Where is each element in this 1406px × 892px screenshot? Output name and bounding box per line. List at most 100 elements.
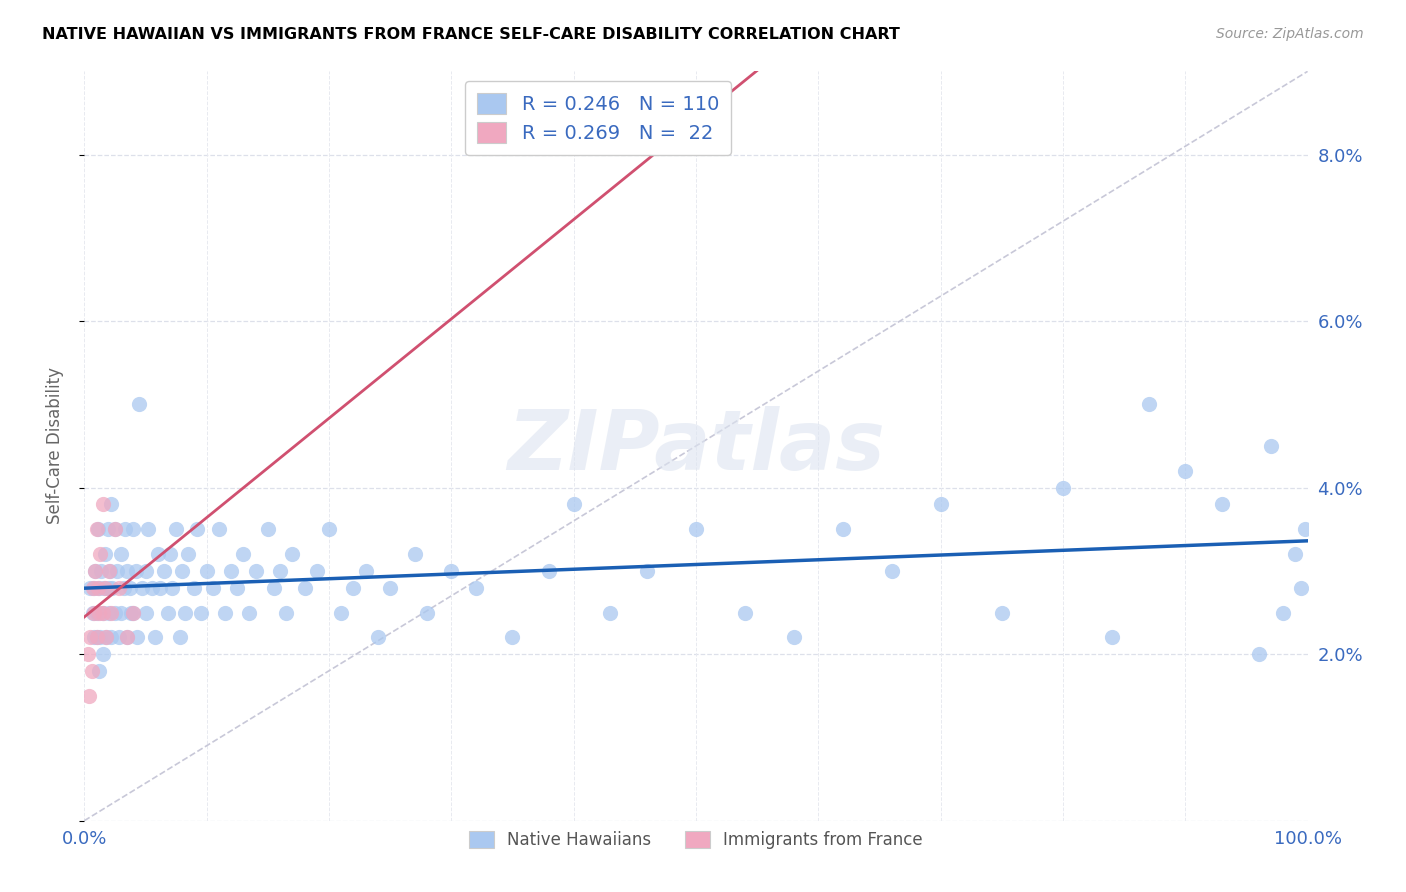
Point [136, 522, 159, 536]
Point [257, 522, 280, 536]
Point [1052, 481, 1074, 495]
Point [146, 547, 169, 561]
Point [159, 547, 181, 561]
Point [685, 522, 707, 536]
Point [1291, 581, 1313, 595]
Point [190, 606, 212, 620]
Point [276, 606, 298, 620]
Point [305, 564, 328, 578]
Point [464, 581, 486, 595]
Point [86, 631, 108, 645]
Point [416, 606, 439, 620]
Point [97, 522, 120, 536]
Point [122, 606, 145, 620]
Point [880, 564, 903, 578]
Point [502, 631, 524, 645]
Point [115, 631, 138, 645]
Point [79, 631, 101, 645]
Point [330, 606, 353, 620]
Point [156, 606, 179, 620]
Point [115, 631, 138, 645]
Text: NATIVE HAWAIIAN VS IMMIGRANTS FROM FRANCE SELF-CARE DISABILITY CORRELATION CHART: NATIVE HAWAIIAN VS IMMIGRANTS FROM FRANC… [42, 27, 900, 42]
Point [128, 397, 150, 411]
Point [318, 522, 340, 536]
Point [87, 522, 110, 536]
Point [162, 581, 184, 595]
Point [1260, 439, 1282, 453]
Point [219, 564, 242, 578]
Legend: Native Hawaiians, Immigrants from France: Native Hawaiians, Immigrants from France [461, 822, 931, 857]
Point [734, 606, 756, 620]
Point [599, 606, 621, 620]
Point [100, 631, 122, 645]
Point [115, 564, 138, 578]
Point [86, 606, 108, 620]
Point [91, 647, 114, 661]
Point [107, 631, 129, 645]
Point [380, 581, 402, 595]
Point [131, 581, 153, 595]
Point [404, 547, 426, 561]
Point [86, 631, 108, 645]
Point [77, 647, 100, 661]
Point [107, 581, 129, 595]
Point [263, 581, 285, 595]
Point [112, 581, 135, 595]
Point [1247, 647, 1270, 661]
Point [281, 547, 304, 561]
Point [177, 547, 200, 561]
Point [100, 606, 122, 620]
Point [104, 522, 127, 536]
Point [101, 581, 124, 595]
Point [97, 606, 120, 620]
Point [342, 581, 364, 595]
Point [172, 564, 194, 578]
Point [269, 564, 291, 578]
Point [79, 581, 101, 595]
Point [1137, 397, 1160, 411]
Point [89, 631, 111, 645]
Point [91, 606, 114, 620]
Point [82, 606, 104, 620]
Point [1101, 631, 1123, 645]
Point [97, 581, 120, 595]
Point [87, 664, 110, 678]
Point [87, 606, 110, 620]
Point [77, 689, 100, 703]
Point [83, 631, 105, 645]
Point [91, 497, 114, 511]
Point [636, 564, 658, 578]
Point [245, 564, 267, 578]
Point [83, 606, 105, 620]
Point [135, 564, 157, 578]
Text: ZIPatlas: ZIPatlas [508, 406, 884, 486]
Point [294, 581, 316, 595]
Point [238, 606, 260, 620]
Point [94, 547, 117, 561]
Point [110, 606, 132, 620]
Point [1211, 497, 1233, 511]
Point [91, 606, 114, 620]
Point [165, 522, 187, 536]
Point [87, 581, 110, 595]
Point [783, 631, 806, 645]
Point [354, 564, 377, 578]
Point [90, 564, 112, 578]
Point [89, 547, 111, 561]
Point [84, 564, 107, 578]
Point [100, 497, 122, 511]
Point [367, 631, 389, 645]
Point [105, 564, 128, 578]
Point [120, 606, 142, 620]
Point [118, 581, 141, 595]
Point [169, 631, 191, 645]
Point [141, 581, 163, 595]
Point [104, 522, 127, 536]
Point [96, 631, 118, 645]
Point [562, 497, 585, 511]
Point [1294, 522, 1316, 536]
Point [110, 547, 132, 561]
Point [87, 581, 110, 595]
Point [96, 631, 118, 645]
Point [173, 606, 195, 620]
